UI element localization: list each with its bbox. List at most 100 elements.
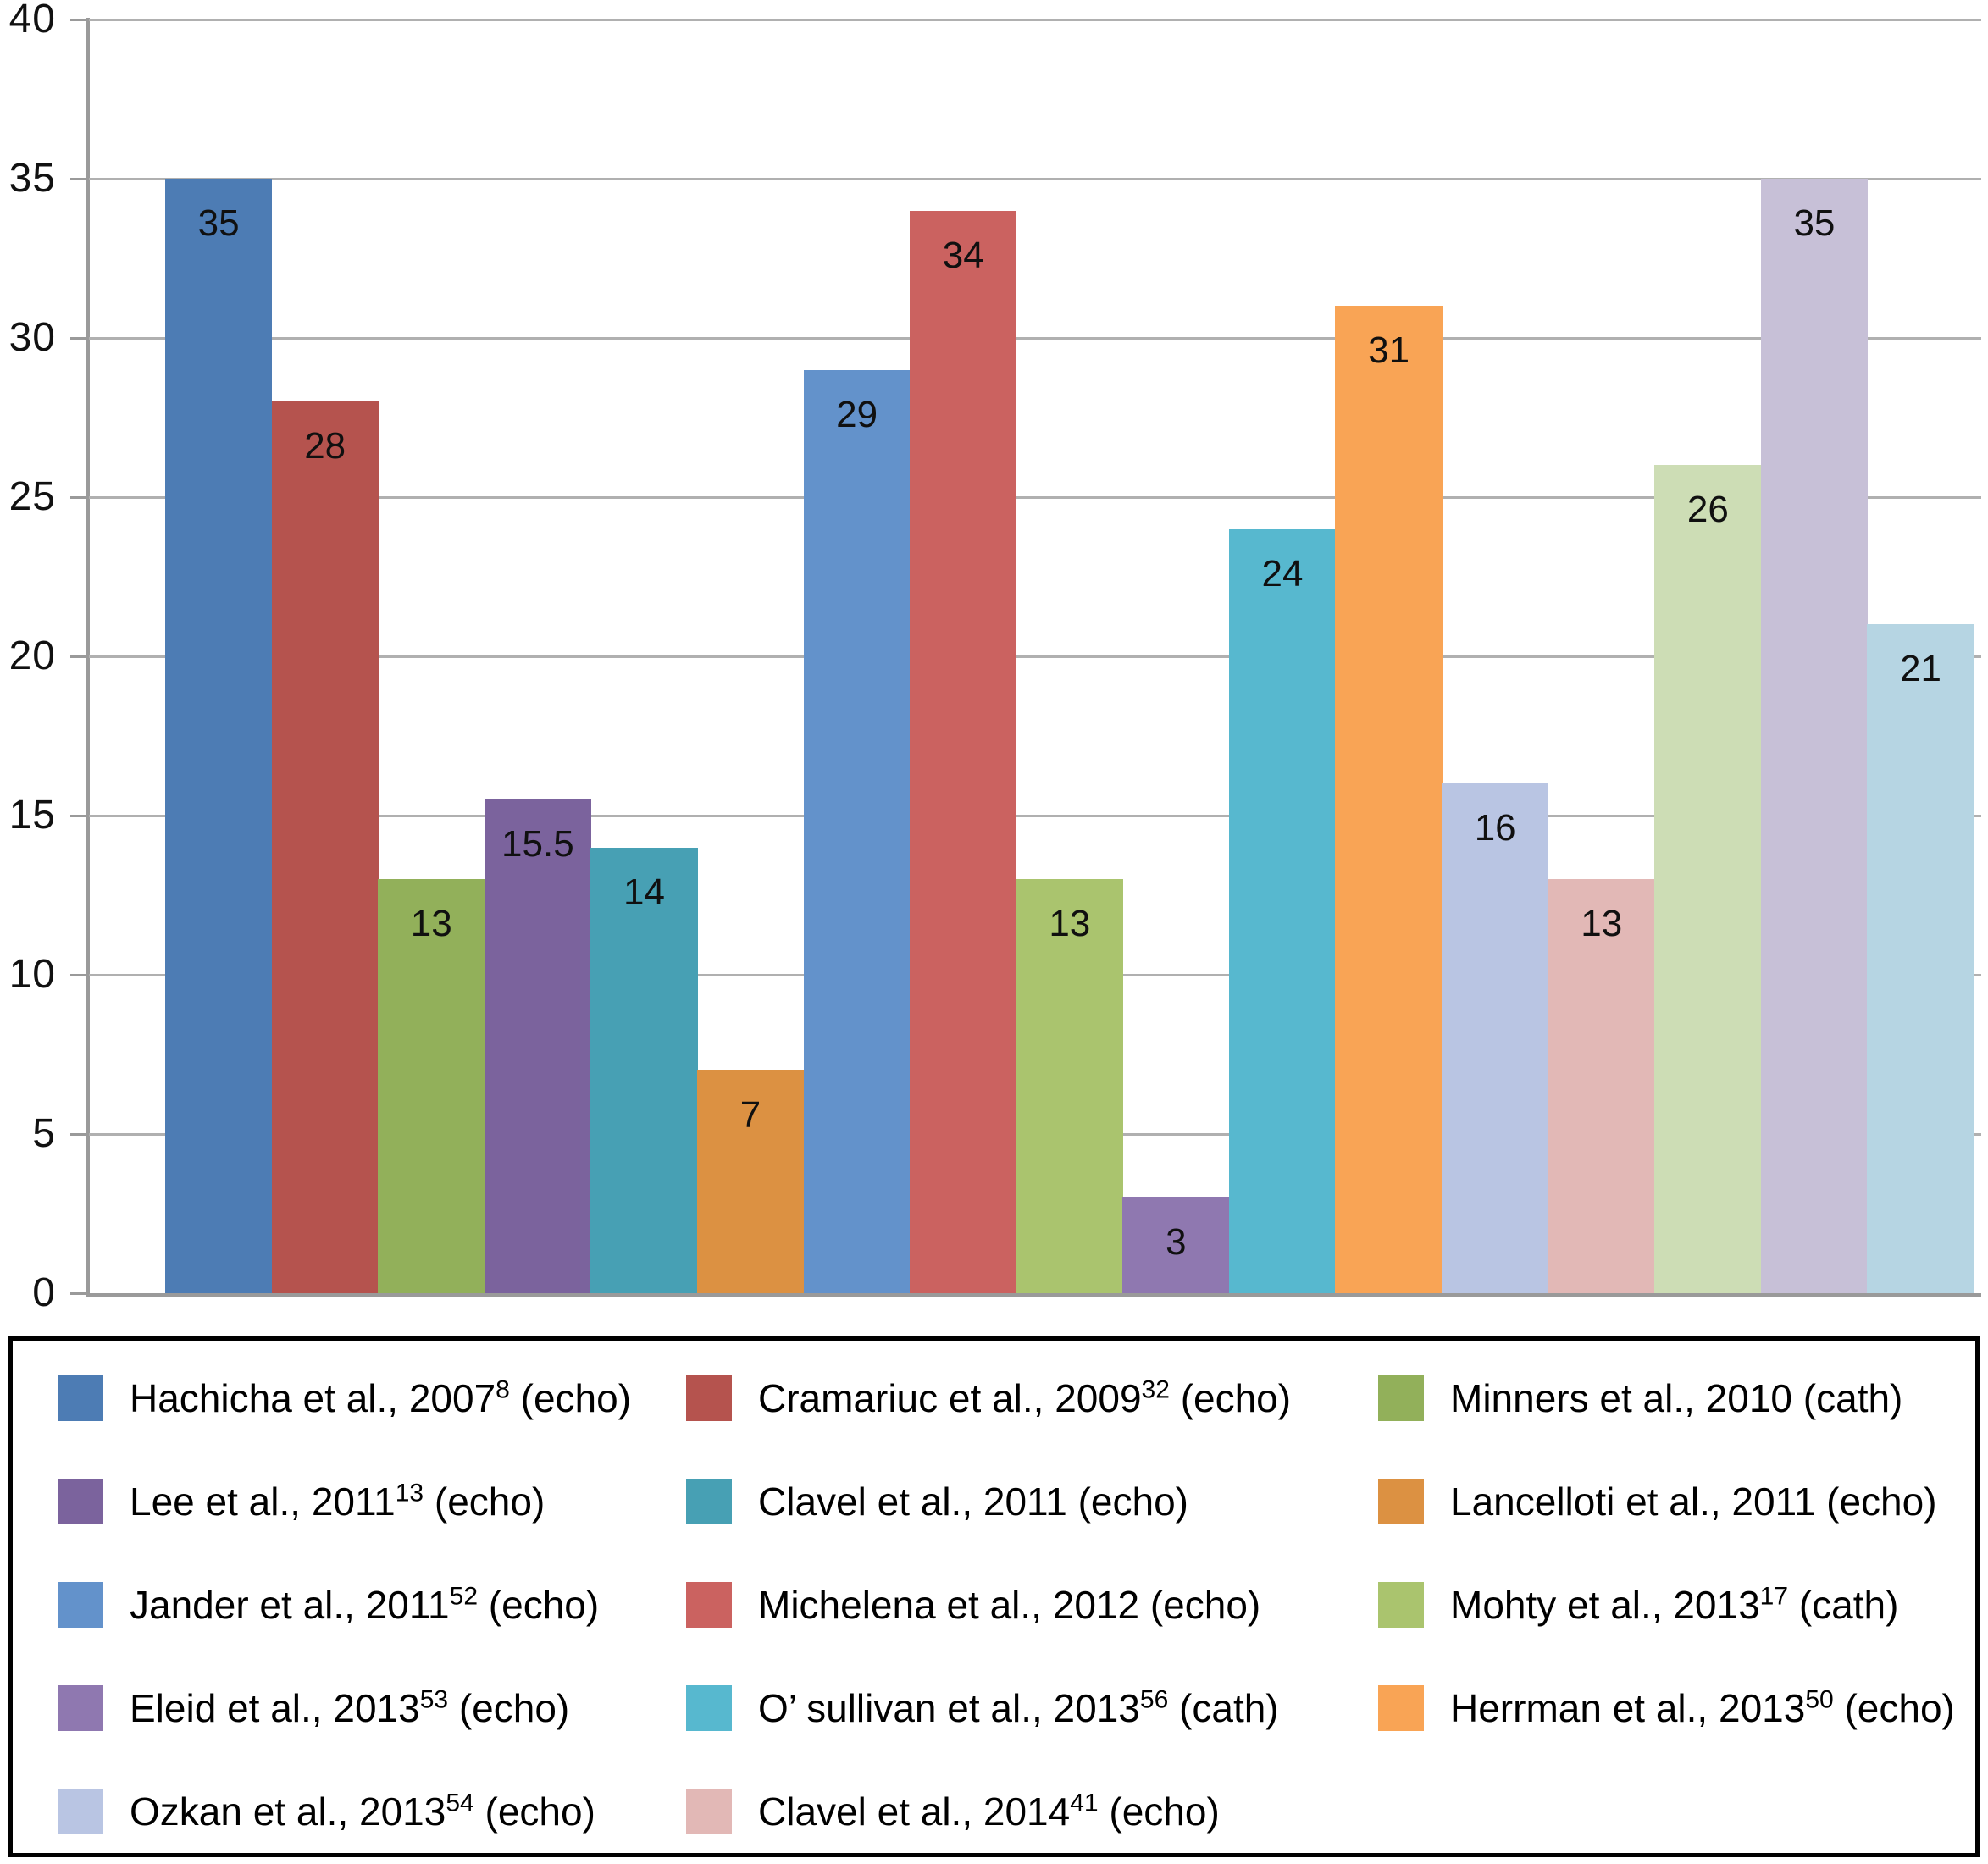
bar-value-label: 7: [739, 1093, 761, 1136]
legend-swatch-8: [686, 1582, 732, 1628]
bar-value-label: 24: [1261, 552, 1304, 595]
legend-label-11: O’ sullivan et al., 201356 (cath): [758, 1684, 1279, 1732]
legend-swatch-4: [58, 1479, 103, 1524]
legend-study-name: Ozkan et al., 2013: [130, 1789, 446, 1834]
y-tick-label: 5: [32, 1111, 56, 1156]
y-tick-15: [70, 814, 89, 817]
legend-swatch-12: [1378, 1685, 1424, 1731]
legend-study-name: Lancelloti et al., 2011: [1450, 1480, 1816, 1524]
bar-value-label: 13: [1049, 903, 1091, 945]
y-tick-label: 10: [8, 952, 56, 997]
bar-10: 3: [1122, 1197, 1230, 1293]
bar-16: 35: [1760, 179, 1869, 1293]
bar-7: 29: [803, 369, 911, 1293]
bar-value-label: 31: [1368, 329, 1410, 372]
legend-swatch-2: [686, 1375, 732, 1421]
y-tick-label: 15: [8, 793, 56, 838]
legend-swatch-14: [686, 1789, 732, 1834]
bar-value-label: 35: [1793, 202, 1836, 244]
bar-value-label: 21: [1900, 648, 1941, 690]
bar-14: 13: [1548, 879, 1655, 1293]
bar-17: 21: [1867, 624, 1974, 1293]
legend-label-6: Lancelloti et al., 2011 (echo): [1450, 1478, 1937, 1525]
legend: Hachicha et al., 20078 (echo) Cramariuc e…: [8, 1336, 1980, 1857]
legend-reference-superscript: 8: [496, 1375, 510, 1404]
legend-label-14: Clavel et al., 201441 (echo): [758, 1788, 1220, 1835]
bar-8: 34: [910, 210, 1017, 1293]
legend-reference-superscript: 13: [395, 1479, 424, 1507]
legend-reference-superscript: 56: [1139, 1685, 1169, 1714]
legend-method-suffix: (echo): [1169, 1376, 1292, 1420]
plot-area: 0 5 10 15 20 25 30 35 40 35 28 13 15.5 14 7 29 34 13 3 24 31…: [8, 0, 1981, 1315]
legend-reference-superscript: 54: [446, 1789, 474, 1817]
legend-method-suffix: (echo): [1833, 1686, 1955, 1730]
y-tick-25: [70, 495, 89, 499]
legend-swatch-9: [1378, 1582, 1424, 1628]
legend-label-3: Minners et al., 2010 (cath): [1450, 1374, 1902, 1422]
y-tick-35: [70, 177, 89, 180]
bar-value-label: 29: [836, 393, 878, 435]
bar-value-label: 16: [1474, 807, 1516, 849]
bar-value-label: 34: [942, 234, 984, 276]
legend-study-name: Eleid et al., 2013: [130, 1686, 420, 1730]
legend-label-5: Clavel et al., 2011 (echo): [758, 1478, 1188, 1525]
gridline-15: [89, 814, 1981, 817]
bar-11: 24: [1228, 528, 1337, 1293]
legend-method-suffix: (echo): [473, 1789, 595, 1834]
legend-study-name: Herrman et al., 2013: [1450, 1686, 1806, 1730]
legend-study-name: Mohty et al., 2013: [1450, 1583, 1760, 1627]
bar-12: 31: [1335, 306, 1443, 1293]
legend-method-suffix: (cath): [1788, 1583, 1899, 1627]
legend-study-name: Clavel et al., 2011: [758, 1480, 1067, 1524]
legend-method-suffix: (echo): [478, 1583, 600, 1627]
bar-5: 14: [590, 847, 698, 1293]
bar-value-label: 35: [197, 202, 240, 244]
legend-study-name: Clavel et al., 2014: [758, 1789, 1071, 1834]
legend-method-suffix: (echo): [1066, 1480, 1188, 1524]
y-tick-10: [70, 973, 89, 976]
gridline-20: [89, 655, 1981, 658]
legend-reference-superscript: 53: [419, 1685, 449, 1714]
y-tick-20: [70, 655, 89, 658]
bar-9: 13: [1016, 879, 1123, 1293]
legend-reference-superscript: 32: [1141, 1375, 1170, 1404]
bar-value-label: 13: [1581, 903, 1623, 945]
legend-reference-superscript: 52: [449, 1582, 479, 1611]
y-tick-label: 20: [8, 633, 56, 678]
legend-reference-superscript: 41: [1070, 1789, 1099, 1817]
bar-value-label: 28: [304, 425, 346, 467]
legend-study-name: O’ sullivan et al., 2013: [758, 1686, 1140, 1730]
bar-value-label: 26: [1686, 489, 1729, 531]
y-tick-40: [70, 18, 89, 21]
legend-study-name: Minners et al., 2010: [1450, 1376, 1793, 1420]
legend-method-suffix: (echo): [1815, 1480, 1937, 1524]
legend-label-8: Michelena et al., 2012 (echo): [758, 1581, 1260, 1629]
bar-value-label: 14: [623, 871, 665, 913]
y-tick-30: [70, 336, 89, 340]
gridline-25: [89, 495, 1981, 499]
legend-swatch-1: [58, 1375, 103, 1421]
legend-swatch-6: [1378, 1479, 1424, 1524]
legend-label-1: Hachicha et al., 20078 (echo): [130, 1374, 631, 1422]
bar-value-label: 13: [410, 903, 452, 945]
legend-swatch-5: [686, 1479, 732, 1524]
legend-label-9: Mohty et al., 201317 (cath): [1450, 1581, 1898, 1629]
legend-label-13: Ozkan et al., 201354 (echo): [130, 1788, 595, 1835]
legend-swatch-3: [1378, 1375, 1424, 1421]
legend-study-name: Michelena et al., 2012: [758, 1583, 1140, 1627]
bar-13: 16: [1442, 783, 1549, 1293]
legend-method-suffix: (cath): [1792, 1376, 1903, 1420]
legend-method-suffix: (echo): [448, 1686, 570, 1730]
legend-swatch-11: [686, 1685, 732, 1731]
y-tick-0: [70, 1292, 89, 1295]
bar-4: 15.5: [484, 799, 591, 1293]
bar-1: 35: [165, 179, 273, 1293]
gridline-40: [89, 18, 1981, 21]
legend-study-name: Jander et al., 2011: [130, 1583, 450, 1627]
legend-label-12: Herrman et al., 201350 (echo): [1450, 1684, 1955, 1732]
bar-3: 13: [378, 879, 485, 1293]
legend-reference-superscript: 50: [1805, 1685, 1834, 1714]
legend-method-suffix: (echo): [509, 1376, 632, 1420]
legend-method-suffix: (echo): [424, 1480, 545, 1524]
